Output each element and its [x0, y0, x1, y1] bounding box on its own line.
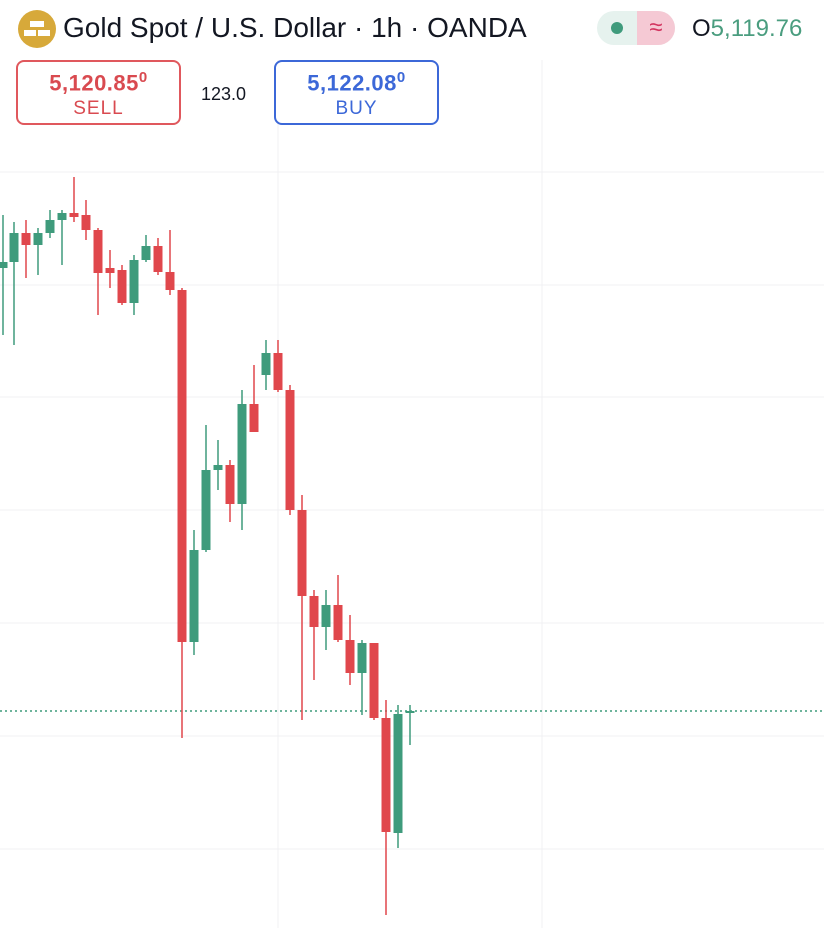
candle-body [309, 596, 319, 627]
candle-body [201, 470, 211, 550]
candle-body [81, 215, 91, 230]
sell-button[interactable]: 5,120.850 SELL [16, 60, 181, 125]
buy-price: 5,122.08 [307, 70, 397, 96]
candle-body [333, 605, 343, 640]
grid [0, 60, 824, 928]
candle-body [9, 233, 19, 262]
candle-body [285, 390, 295, 510]
gold-icon [18, 10, 56, 48]
buy-price-tail: 0 [396, 69, 406, 86]
symbol-title[interactable]: Gold Spot / U.S. Dollar · 1h · OANDA [63, 12, 527, 43]
header: Gold Spot / U.S. Dollar · 1h · OANDA ≈ O… [0, 0, 824, 58]
ohlc: O5,119.76 [692, 15, 802, 43]
candle-body [189, 550, 199, 642]
candle-body [117, 270, 127, 303]
candle-body [297, 510, 307, 596]
candle-body [381, 718, 391, 832]
candle-body [321, 605, 331, 627]
buy-label: BUY [335, 98, 378, 120]
candle-body [249, 404, 259, 432]
candle-body [213, 465, 223, 470]
candle-body [273, 353, 283, 390]
sell-label: SELL [73, 98, 124, 120]
candle-body [0, 262, 8, 268]
candle-body [165, 272, 175, 290]
candle-body [57, 213, 67, 220]
open-label: O [692, 15, 711, 42]
candle-body [261, 353, 271, 375]
candle-body [33, 233, 43, 245]
candle-body [393, 714, 403, 833]
candle-body [93, 230, 103, 273]
candle-body [405, 711, 415, 713]
candle-body [345, 640, 355, 673]
open-value: 5,119.76 [710, 15, 803, 42]
candle-body [357, 643, 367, 673]
spread: 123.0 [201, 84, 247, 104]
candle-body [369, 643, 379, 718]
candle-body [141, 246, 151, 260]
candle-body [153, 246, 163, 272]
candles [0, 177, 415, 915]
candle-body [105, 268, 115, 273]
status-pill[interactable]: ≈ [597, 11, 675, 45]
sell-price-tail: 0 [138, 69, 148, 86]
buy-button[interactable]: 5,122.080 BUY [274, 60, 439, 125]
candle-body [69, 213, 79, 217]
candle-body [129, 260, 139, 303]
candle-body [45, 220, 55, 233]
candle-body [21, 233, 31, 245]
candle-body [177, 290, 187, 642]
sell-price: 5,120.85 [49, 70, 139, 96]
candle-body [225, 465, 235, 504]
candle-body [237, 404, 247, 504]
